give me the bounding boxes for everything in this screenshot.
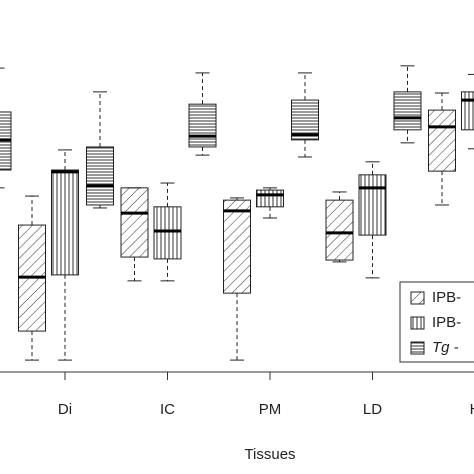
plot-area [0, 65, 474, 361]
box [256, 189, 284, 208]
box [325, 199, 354, 261]
legend-swatch [410, 291, 425, 305]
box [428, 109, 456, 172]
x-tick-label: LD [363, 401, 382, 418]
legend-swatch [410, 316, 425, 330]
box [153, 206, 182, 260]
x-tick-label: Di [58, 401, 72, 418]
legend-label: IPB- [432, 314, 461, 331]
x-tick-label: H [470, 401, 474, 418]
box [223, 199, 251, 294]
legend-label: Tg - [432, 339, 459, 356]
box [120, 187, 149, 258]
box [291, 99, 319, 141]
box [461, 91, 474, 131]
x-axis-label: Tissues [244, 446, 295, 463]
box [51, 169, 79, 276]
box [358, 174, 387, 236]
box [86, 146, 114, 206]
legend-label: IPB- [432, 289, 461, 306]
x-tick-label: IC [160, 401, 175, 418]
box [188, 103, 217, 148]
x-tick-label: PM [259, 401, 282, 418]
box [393, 91, 422, 131]
legend-swatch [410, 341, 425, 355]
legend: IPB- IPB- Tg - [399, 281, 474, 363]
